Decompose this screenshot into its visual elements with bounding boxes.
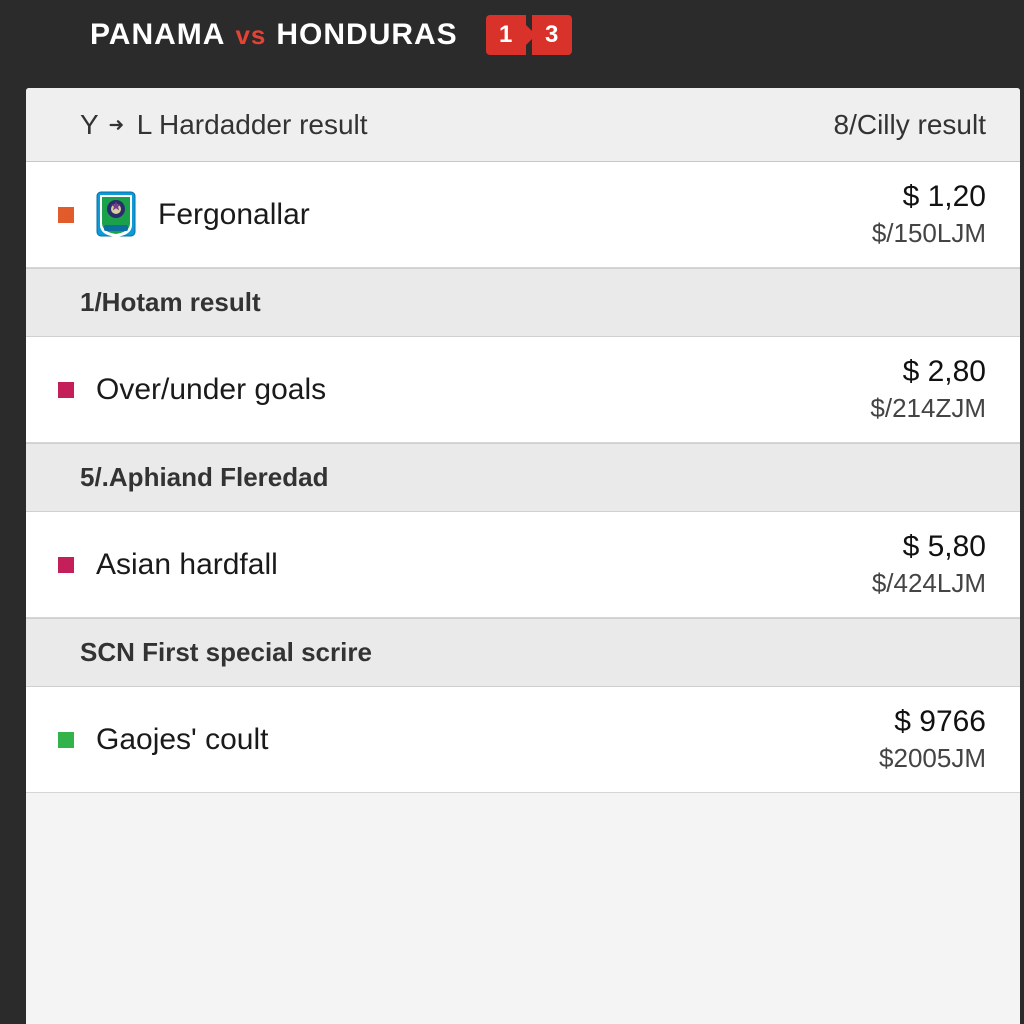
score-a-badge: 1 (486, 15, 526, 55)
market-value-primary: $ 9766 (879, 705, 986, 739)
team-crest-icon (96, 191, 136, 239)
market-value-secondary: $2005JM (879, 743, 986, 774)
market-value-secondary: $/424LJM (872, 568, 986, 599)
col-left-label: L Hardadder result (137, 109, 368, 141)
arrow-right-icon (107, 114, 129, 136)
row-marker-icon (58, 207, 74, 223)
section-header[interactable]: 1/Hotam result (26, 268, 1020, 337)
market-values: $ 2,80 $/214ZJM (870, 355, 986, 424)
row-marker-icon (58, 382, 74, 398)
market-label: Asian hardfall (96, 548, 872, 582)
score-b-badge: 3 (532, 15, 572, 55)
row-marker-icon (58, 557, 74, 573)
columns-header: Y L Hardadder result 8/Cilly result (26, 88, 1020, 162)
market-label: Gaojes' coult (96, 723, 879, 757)
market-values: $ 9766 $2005JM (879, 705, 986, 774)
score-badges: 1 3 (486, 15, 572, 55)
team-b-name: HONDURAS (276, 18, 457, 52)
market-row[interactable]: Fergonallar$ 1,20 $/150LJM (26, 162, 1020, 268)
market-row[interactable]: Over/under goals$ 2,80 $/214ZJM (26, 337, 1020, 443)
section-header[interactable]: SCN First special scrire (26, 618, 1020, 687)
match-title: PANAMA vs HONDURAS (90, 18, 458, 52)
team-a-name: PANAMA (90, 18, 225, 52)
topbar: PANAMA vs HONDURAS 1 3 (0, 0, 1024, 70)
section-header[interactable]: 5/.Aphiand Fleredad (26, 443, 1020, 512)
market-value-primary: $ 5,80 (872, 530, 986, 564)
col-left-prefix: Y (80, 109, 99, 141)
market-value-primary: $ 2,80 (870, 355, 986, 389)
market-label: Over/under goals (96, 373, 870, 407)
market-row[interactable]: Asian hardfall$ 5,80 $/424LJM (26, 512, 1020, 618)
vs-label: vs (235, 20, 266, 51)
columns-header-left: Y L Hardadder result (80, 109, 834, 141)
market-value-primary: $ 1,20 (872, 180, 986, 214)
row-marker-icon (58, 732, 74, 748)
market-row[interactable]: Gaojes' coult$ 9766 $2005JM (26, 687, 1020, 793)
col-right-label: 8/Cilly result (834, 109, 986, 141)
market-values: $ 1,20 $/150LJM (872, 180, 986, 249)
panel-wrap: Y L Hardadder result 8/Cilly result Ferg… (0, 70, 1024, 1024)
market-label: Fergonallar (158, 198, 872, 232)
market-value-secondary: $/214ZJM (870, 393, 986, 424)
market-value-secondary: $/150LJM (872, 218, 986, 249)
market-values: $ 5,80 $/424LJM (872, 530, 986, 599)
betting-panel: Y L Hardadder result 8/Cilly result Ferg… (26, 88, 1020, 1024)
